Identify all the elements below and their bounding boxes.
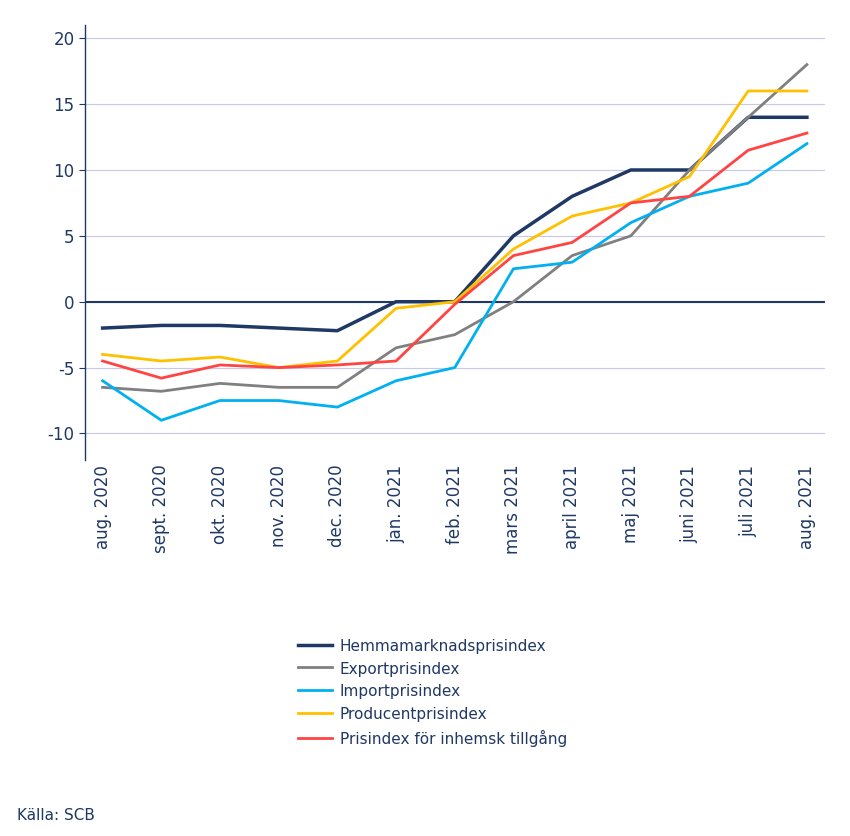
Text: Källa: SCB: Källa: SCB [17,808,95,823]
Hemmamarknadsprisindex [332,326,343,336]
Importprisindex [156,415,167,426]
Producentprisindex [156,356,167,366]
Producentprisindex [332,356,343,366]
Producentprisindex [450,297,460,307]
Producentprisindex [274,363,284,373]
Hemmamarknadsprisindex [98,323,108,333]
Importprisindex [450,363,460,373]
Hemmamarknadsprisindex [450,297,460,307]
Prisindex för inhemsk tillgång [508,251,518,261]
Exportprisindex [98,382,108,392]
Line: Producentprisindex: Producentprisindex [103,91,807,368]
Importprisindex [98,375,108,385]
Importprisindex [391,375,401,385]
Prisindex för inhemsk tillgång [215,360,225,370]
Hemmamarknadsprisindex [156,320,167,330]
Prisindex för inhemsk tillgång [567,237,577,247]
Hemmamarknadsprisindex [626,165,636,175]
Importprisindex [743,178,753,188]
Importprisindex [802,139,812,149]
Producentprisindex [567,211,577,221]
Exportprisindex [802,59,812,69]
Hemmamarknadsprisindex [802,112,812,122]
Hemmamarknadsprisindex [684,165,694,175]
Prisindex för inhemsk tillgång [684,191,694,201]
Exportprisindex [684,165,694,175]
Hemmamarknadsprisindex [215,320,225,330]
Exportprisindex [450,329,460,339]
Importprisindex [626,217,636,227]
Line: Importprisindex: Importprisindex [103,144,807,421]
Prisindex för inhemsk tillgång [391,356,401,366]
Exportprisindex [508,297,518,307]
Hemmamarknadsprisindex [274,323,284,333]
Importprisindex [508,264,518,274]
Producentprisindex [391,303,401,314]
Hemmamarknadsprisindex [743,112,753,122]
Exportprisindex [156,386,167,396]
Exportprisindex [743,112,753,122]
Prisindex för inhemsk tillgång [156,373,167,383]
Exportprisindex [274,382,284,392]
Hemmamarknadsprisindex [391,297,401,307]
Line: Hemmamarknadsprisindex: Hemmamarknadsprisindex [103,117,807,331]
Prisindex för inhemsk tillgång [98,356,108,366]
Importprisindex [274,395,284,405]
Exportprisindex [215,379,225,389]
Line: Prisindex för inhemsk tillgång: Prisindex för inhemsk tillgång [103,133,807,378]
Exportprisindex [332,382,343,392]
Prisindex för inhemsk tillgång [626,198,636,208]
Prisindex för inhemsk tillgång [274,363,284,373]
Hemmamarknadsprisindex [508,231,518,241]
Producentprisindex [508,244,518,254]
Prisindex för inhemsk tillgång [802,128,812,138]
Legend: Hemmamarknadsprisindex, Exportprisindex, Importprisindex, Producentprisindex, Pr: Hemmamarknadsprisindex, Exportprisindex,… [292,633,573,752]
Prisindex för inhemsk tillgång [743,145,753,155]
Importprisindex [215,395,225,405]
Importprisindex [332,402,343,412]
Producentprisindex [743,86,753,96]
Producentprisindex [684,171,694,181]
Importprisindex [684,191,694,201]
Producentprisindex [626,198,636,208]
Exportprisindex [626,231,636,241]
Prisindex för inhemsk tillgång [450,299,460,309]
Hemmamarknadsprisindex [567,191,577,201]
Exportprisindex [391,343,401,353]
Importprisindex [567,257,577,268]
Producentprisindex [215,352,225,362]
Prisindex för inhemsk tillgång [332,360,343,370]
Line: Exportprisindex: Exportprisindex [103,64,807,391]
Producentprisindex [98,349,108,359]
Producentprisindex [802,86,812,96]
Exportprisindex [567,251,577,261]
